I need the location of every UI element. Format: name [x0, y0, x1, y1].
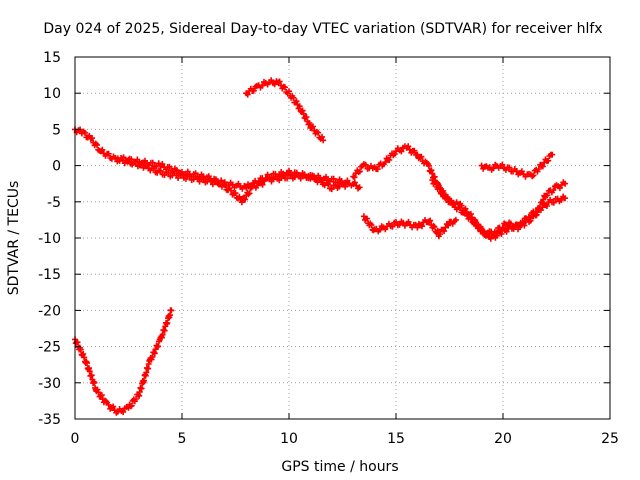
y-tick-label: -15: [38, 267, 61, 283]
x-tick-label: 25: [601, 431, 619, 447]
data-series: [72, 77, 569, 416]
y-tick-label: 5: [52, 122, 61, 138]
series-pass-7: [360, 213, 459, 240]
y-tick-label: -10: [38, 231, 61, 247]
y-tick-label: -35: [38, 412, 61, 428]
series-pass-4: [72, 307, 175, 416]
series-pass-6: [429, 177, 569, 239]
series-pass-3: [243, 77, 327, 144]
x-tick-label: 5: [178, 431, 187, 447]
grid-lines: [75, 57, 610, 419]
y-tick-label: 15: [43, 50, 61, 66]
series-pass-8: [478, 151, 556, 180]
y-tick-label: -5: [47, 195, 61, 211]
y-axis-label: SDTVAR / TECUs: [6, 181, 22, 296]
chart-title: Day 024 of 2025, Sidereal Day-to-day VTE…: [43, 21, 602, 37]
y-tick-label: -25: [38, 340, 61, 356]
y-tick-label: 0: [52, 159, 61, 175]
axis-ticks: 0 5 10 15 20 25 15 10 5 0 -5 -10 -15 -20 -25 -30 -35: [38, 50, 619, 447]
x-tick-label: 0: [71, 431, 80, 447]
series-pass-2: [114, 154, 352, 193]
y-tick-label: 10: [43, 86, 61, 102]
x-tick-label: 15: [387, 431, 405, 447]
x-tick-label: 10: [280, 431, 298, 447]
y-tick-label: -20: [38, 303, 61, 319]
x-axis-label: GPS time / hours: [281, 459, 398, 475]
x-tick-label: 20: [494, 431, 512, 447]
y-tick-label: -30: [38, 376, 61, 392]
